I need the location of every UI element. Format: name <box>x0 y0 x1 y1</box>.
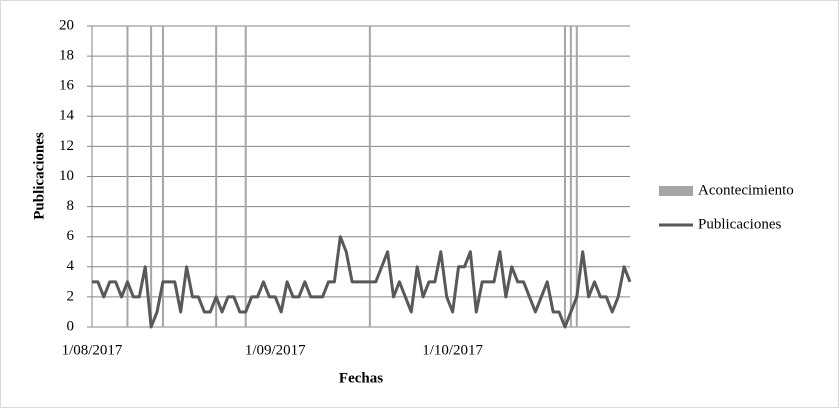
y-axis-title: Publicaciones <box>31 132 47 220</box>
event-bar <box>161 26 164 327</box>
event-bar <box>569 26 572 327</box>
event-bar <box>215 26 218 327</box>
y-tick-label: 4 <box>67 258 75 274</box>
event-bar <box>368 26 371 327</box>
y-tick-label: 18 <box>59 48 74 64</box>
event-bar <box>150 26 153 327</box>
y-tick-label: 10 <box>59 168 74 184</box>
y-tick-label: 0 <box>67 318 75 334</box>
x-tick-label: 1/10/2017 <box>422 342 483 358</box>
event-bar <box>563 26 566 327</box>
event-bar <box>244 26 247 327</box>
y-tick-label: 6 <box>67 228 75 244</box>
legend-label: Acontecimiento <box>698 182 794 198</box>
y-tick-label: 20 <box>59 17 74 33</box>
y-tick-label: 14 <box>59 108 75 124</box>
y-tick-label: 12 <box>59 138 74 154</box>
x-tick-label: 1/08/2017 <box>62 342 123 358</box>
event-bar <box>575 26 578 327</box>
y-tick-label: 2 <box>67 288 75 304</box>
y-tick-label: 8 <box>67 198 75 214</box>
series-line <box>92 235 632 329</box>
x-axis-title: Fechas <box>339 370 383 386</box>
y-tick-label: 16 <box>59 78 75 94</box>
event-bar <box>126 26 129 327</box>
legend-swatch <box>659 186 693 196</box>
x-tick-label: 1/09/2017 <box>245 342 306 358</box>
legend-label: Publicaciones <box>698 216 781 232</box>
